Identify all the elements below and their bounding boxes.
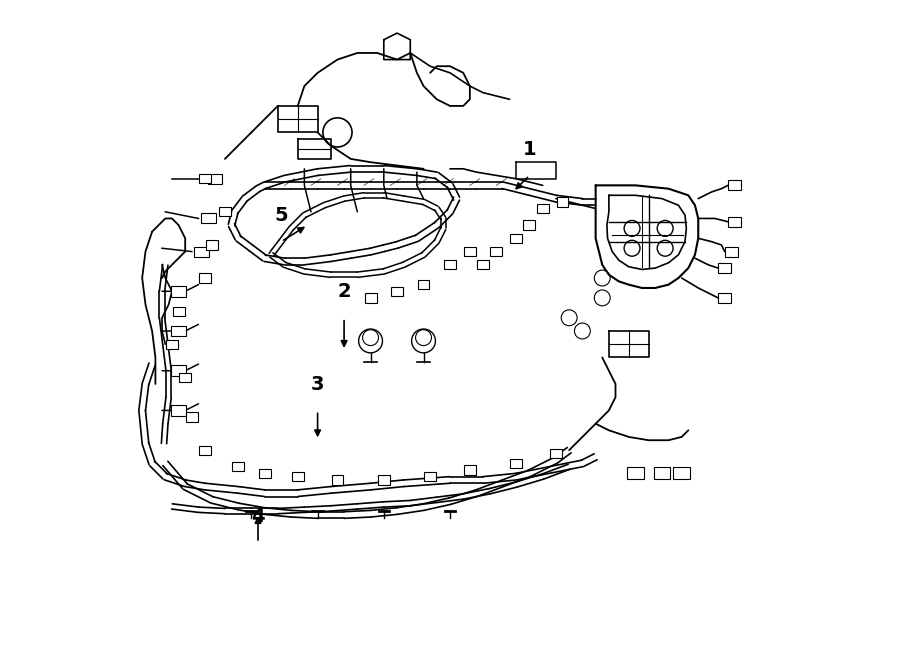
FancyBboxPatch shape xyxy=(378,475,390,485)
FancyBboxPatch shape xyxy=(331,475,344,485)
FancyBboxPatch shape xyxy=(424,472,436,481)
Bar xyxy=(728,217,742,226)
FancyBboxPatch shape xyxy=(199,446,211,455)
FancyBboxPatch shape xyxy=(166,340,178,349)
FancyBboxPatch shape xyxy=(510,234,522,243)
Text: 3: 3 xyxy=(310,375,324,394)
Text: 2: 2 xyxy=(338,282,351,301)
Bar xyxy=(201,213,216,224)
FancyBboxPatch shape xyxy=(392,287,403,296)
Bar xyxy=(171,326,186,336)
FancyBboxPatch shape xyxy=(444,260,456,269)
FancyBboxPatch shape xyxy=(206,240,218,250)
Bar xyxy=(653,467,670,479)
Bar xyxy=(673,467,690,479)
Bar xyxy=(208,174,222,184)
FancyBboxPatch shape xyxy=(550,449,562,458)
FancyBboxPatch shape xyxy=(524,220,536,230)
FancyBboxPatch shape xyxy=(556,197,569,207)
FancyBboxPatch shape xyxy=(477,260,489,269)
Bar xyxy=(171,365,186,376)
Bar xyxy=(194,247,209,257)
Bar xyxy=(171,405,186,416)
FancyBboxPatch shape xyxy=(292,472,303,481)
Bar xyxy=(718,293,732,303)
FancyBboxPatch shape xyxy=(232,462,244,471)
Text: 5: 5 xyxy=(274,206,288,225)
Bar xyxy=(718,263,732,273)
FancyBboxPatch shape xyxy=(173,307,184,316)
Text: 4: 4 xyxy=(251,507,265,526)
FancyBboxPatch shape xyxy=(219,207,231,216)
Bar xyxy=(724,247,738,257)
FancyBboxPatch shape xyxy=(510,459,522,468)
Text: 1: 1 xyxy=(523,140,536,159)
FancyBboxPatch shape xyxy=(258,469,271,478)
FancyBboxPatch shape xyxy=(491,247,502,256)
FancyBboxPatch shape xyxy=(418,280,429,289)
FancyBboxPatch shape xyxy=(179,373,191,382)
Bar xyxy=(627,467,644,479)
FancyBboxPatch shape xyxy=(464,247,476,256)
FancyBboxPatch shape xyxy=(536,204,549,213)
Bar xyxy=(171,286,186,297)
Bar xyxy=(728,181,742,191)
FancyBboxPatch shape xyxy=(186,412,198,422)
FancyBboxPatch shape xyxy=(464,465,476,475)
FancyBboxPatch shape xyxy=(364,293,376,303)
FancyBboxPatch shape xyxy=(199,174,211,183)
FancyBboxPatch shape xyxy=(199,273,211,283)
